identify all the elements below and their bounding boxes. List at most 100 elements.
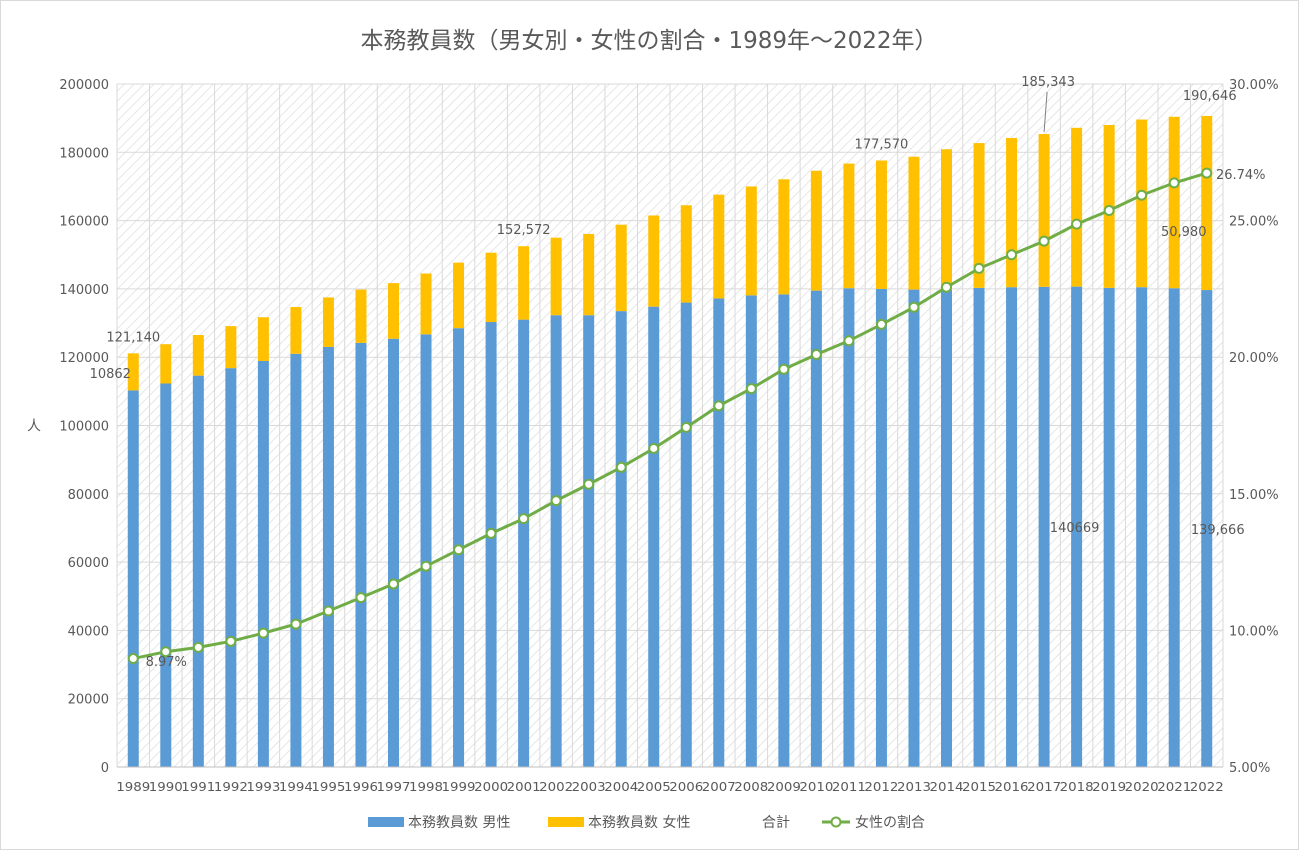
- x-tick-label: 2004: [604, 780, 638, 794]
- data-label: 152,572: [497, 223, 551, 238]
- x-tick-label: 2014: [930, 780, 964, 794]
- ratio-marker: [485, 527, 497, 539]
- ratio-marker: [420, 560, 432, 572]
- x-tick-label: 2012: [864, 780, 898, 794]
- data-label: 177,570: [855, 138, 909, 153]
- bar-male: [583, 315, 595, 767]
- bar-male: [192, 375, 204, 767]
- x-tick-label: 1999: [442, 780, 476, 794]
- bar-female: [388, 283, 399, 339]
- bar-female: [322, 297, 334, 347]
- legend-swatch-marker: [830, 816, 842, 828]
- x-tick-label: 2001: [507, 780, 541, 794]
- ratio-marker: [257, 627, 269, 639]
- y-tick-label: 0: [101, 761, 109, 776]
- legend-entry: 本務教員数 男性: [408, 815, 510, 831]
- bar-female: [1038, 134, 1050, 287]
- ratio-marker: [192, 641, 204, 653]
- legend-entry: 合計: [762, 815, 790, 831]
- bar-female: [257, 317, 269, 361]
- ratio-marker: [843, 335, 855, 347]
- x-tick-label: 2009: [767, 780, 801, 794]
- bar-male: [1168, 288, 1180, 767]
- data-label: 10862: [90, 367, 131, 382]
- bar-male: [1071, 286, 1083, 767]
- bar-male: [1201, 290, 1213, 767]
- x-tick-label: 1998: [409, 780, 443, 794]
- bar-male: [127, 390, 139, 767]
- y2-tick-label: 20.00%: [1229, 351, 1279, 366]
- x-tick-label: 2019: [1092, 780, 1126, 794]
- ratio-marker: [713, 400, 725, 412]
- bar-male: [420, 334, 432, 767]
- bar-male: [810, 290, 822, 767]
- bar-female: [941, 149, 952, 290]
- bar-female: [355, 289, 367, 343]
- bar-male: [615, 311, 627, 767]
- ratio-marker: [550, 495, 562, 507]
- y-tick-label: 80000: [68, 488, 109, 503]
- data-label: 190,646: [1183, 89, 1237, 104]
- y-tick-label: 120000: [59, 351, 109, 366]
- bar-female: [290, 306, 302, 354]
- bar-male: [160, 383, 172, 767]
- ratio-marker: [453, 544, 465, 556]
- ratio-marker: [1168, 177, 1180, 189]
- bar-male: [518, 319, 530, 767]
- x-tick-label: 2006: [669, 780, 703, 794]
- bar-male: [290, 353, 302, 767]
- x-tick-label: 1994: [279, 780, 313, 794]
- bar-male: [648, 306, 660, 767]
- bar-male: [778, 294, 790, 767]
- bar-male: [322, 346, 334, 767]
- bar-female: [1071, 127, 1083, 287]
- x-tick-label: 2015: [962, 780, 996, 794]
- bar-female: [127, 353, 139, 391]
- x-tick-label: 2020: [1125, 780, 1159, 794]
- ratio-marker: [1006, 249, 1018, 261]
- x-tick-label: 1993: [246, 780, 280, 794]
- ratio-marker: [127, 653, 139, 665]
- bar-female: [875, 160, 887, 289]
- ratio-marker: [908, 301, 920, 313]
- y-tick-label: 160000: [59, 215, 109, 230]
- x-tick-label: 1992: [214, 780, 248, 794]
- x-tick-label: 2010: [799, 780, 833, 794]
- ratio-marker: [225, 635, 237, 647]
- ratio-marker: [615, 461, 627, 473]
- x-tick-label: 2017: [1027, 780, 1061, 794]
- y2-tick-label: 5.00%: [1229, 761, 1270, 776]
- ratio-marker: [388, 578, 399, 590]
- bar-male: [388, 338, 399, 767]
- y-tick-label: 100000: [59, 420, 109, 435]
- x-tick-label: 2002: [539, 780, 573, 794]
- bar-female: [680, 205, 692, 303]
- x-tick-label: 1991: [181, 780, 215, 794]
- bar-female: [615, 224, 627, 312]
- data-label: 50,980: [1161, 225, 1207, 240]
- bar-male: [875, 288, 887, 767]
- ratio-marker: [1201, 167, 1213, 179]
- bar-female: [1006, 137, 1018, 288]
- bar-male: [745, 295, 757, 767]
- bar-female: [1168, 116, 1180, 289]
- bar-male: [908, 289, 920, 767]
- bar-female: [908, 156, 920, 290]
- x-tick-label: 1990: [149, 780, 183, 794]
- y-tick-label: 40000: [68, 624, 109, 639]
- ratio-marker: [1038, 235, 1050, 247]
- bar-female: [225, 326, 237, 369]
- y2-tick-label: 25.00%: [1229, 215, 1279, 230]
- bar-male: [225, 368, 237, 767]
- bar-female: [550, 237, 562, 316]
- bar-female: [973, 143, 985, 288]
- bar-female: [1136, 119, 1148, 288]
- x-tick-label: 2021: [1157, 780, 1191, 794]
- bar-female: [1201, 115, 1213, 291]
- ratio-marker: [355, 592, 367, 604]
- data-label: 140669: [1050, 521, 1100, 536]
- ratio-marker: [1103, 204, 1115, 216]
- x-tick-label: 2011: [832, 780, 866, 794]
